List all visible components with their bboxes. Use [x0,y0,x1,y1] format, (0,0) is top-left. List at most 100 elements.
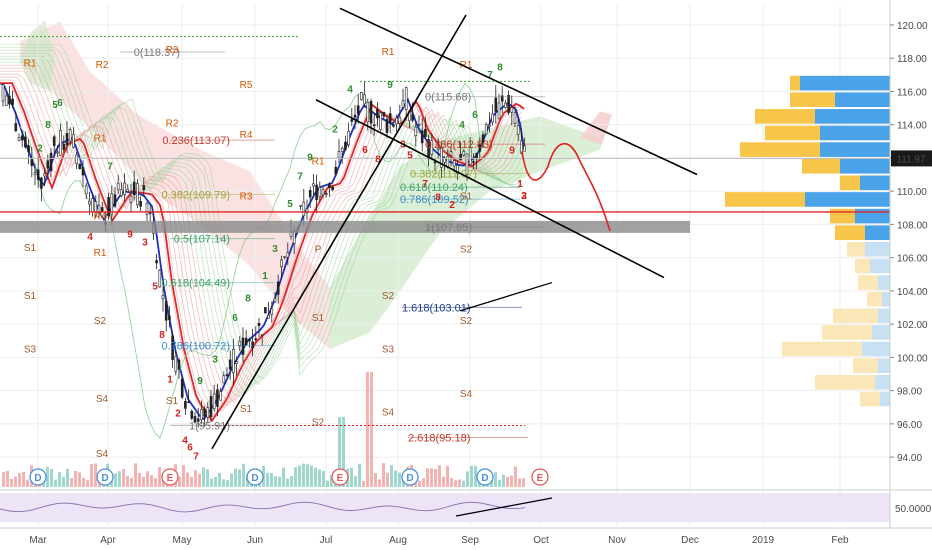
candle-body [132,181,136,195]
volume-bar [442,476,445,487]
volume-profile-bar-sell [790,75,800,91]
volume-bar [494,472,497,487]
td-count: 2 [449,200,455,211]
td-count: 8 [159,330,165,341]
volume-bar [370,372,373,487]
oscillator-trend-line [455,497,553,517]
event-marker-label: D [251,473,258,484]
candle-body [30,159,34,166]
time-tick-label: Nov [608,535,626,546]
volume-profile-bar-buy [840,158,890,174]
volume-bar [86,480,89,487]
td-count: 9 [509,145,515,156]
time-tick-label: Mar [29,535,47,546]
candle-body [523,145,526,152]
fib-level-label: 0.786(100.72) [162,340,231,352]
td-count: 7 [107,162,113,173]
volume-bar [146,471,149,487]
td-count: 8 [245,294,251,305]
price-tick-label: 114.00 [897,121,927,132]
volume-bar [206,469,209,487]
td-count: 8 [435,192,441,203]
candle-body [203,408,206,417]
event-marker-label: D [34,473,41,484]
volume-bar [330,475,333,487]
volume-profile-bar-buy [820,142,890,157]
td-count: 2 [37,143,43,154]
candle-body [94,201,98,216]
candle-body [257,322,261,326]
pivot-label: R4 [94,211,107,222]
candle-body [388,113,392,124]
candle-body [4,95,8,107]
volume-bar [2,472,5,487]
event-marker-circle [401,468,419,486]
current-price-badge [891,150,932,167]
candle-body [344,141,347,150]
volume-bar [270,473,273,487]
candle-body [164,301,168,321]
volume-profile-bar-sell [740,142,820,157]
volume-bar [274,476,277,487]
candle-body [136,183,139,206]
candle-body [107,197,110,216]
candle-body [398,116,402,124]
candle-body [36,169,40,180]
volume-profile-bar-sell [853,358,878,373]
event-marker-circle [246,468,264,486]
volume-bar [518,478,521,487]
candle-body [366,102,370,123]
candle-body [382,111,386,117]
volume-profile-bar-buy [815,109,890,124]
td-count: 5 [52,100,58,111]
pivot-label: S2 [312,418,325,429]
candle-body [497,102,501,119]
volume-bar [90,464,93,487]
candle-body [488,124,491,127]
td-count: 3 [521,191,527,202]
volume-profile-bar-sell [835,225,865,241]
candle-body [52,136,56,146]
candle-body [65,133,69,146]
event-marker-label: E [537,473,544,484]
candle-body [222,375,226,384]
level-labels: 0(118.37) 0.236(113.07) 0.382(109.79) 0.5(1… [0,35,890,460]
volume-bar [130,477,133,487]
event-marker-circle [476,468,494,486]
fib-level-label: 0.236(112.83) [425,139,493,151]
volume-bar [374,473,377,487]
candle-body [84,185,88,195]
candle-body [465,153,469,175]
fib-level-label: 0.236(113.07) [162,135,230,147]
td-count: 9 [387,80,393,91]
candle-body [420,130,424,144]
candle-body [392,124,395,127]
volume-bar [14,476,17,487]
volume-bar [398,472,401,487]
volume-profile-bar-buy [862,341,890,357]
volume-bar [178,476,181,487]
candle-body [513,112,517,124]
candle-body [142,185,146,191]
volume-bar [74,470,77,487]
volume-bar [194,470,197,487]
volume-profile-bar-sell [822,325,872,340]
candle-body [232,348,235,374]
volume-bar [18,473,21,487]
time-tick-label: Oct [533,535,549,546]
volume-bar [446,466,449,487]
td-count: 4 [347,85,353,96]
volume-bar [386,472,389,487]
volume-bar [314,467,317,487]
fib-level-label: 2.618(95.18) [408,432,470,444]
price-tick-label: 118.00 [897,54,927,65]
pivot-label: S4 [460,389,473,400]
candle-body [468,146,472,165]
time-tick-label: 2019 [752,535,775,546]
candle-body [1,84,5,102]
volume-profile-bar-buy [865,225,890,241]
candle-body [385,118,389,133]
volume-bar [458,479,461,487]
volume-profile-bar-buy [878,308,890,324]
